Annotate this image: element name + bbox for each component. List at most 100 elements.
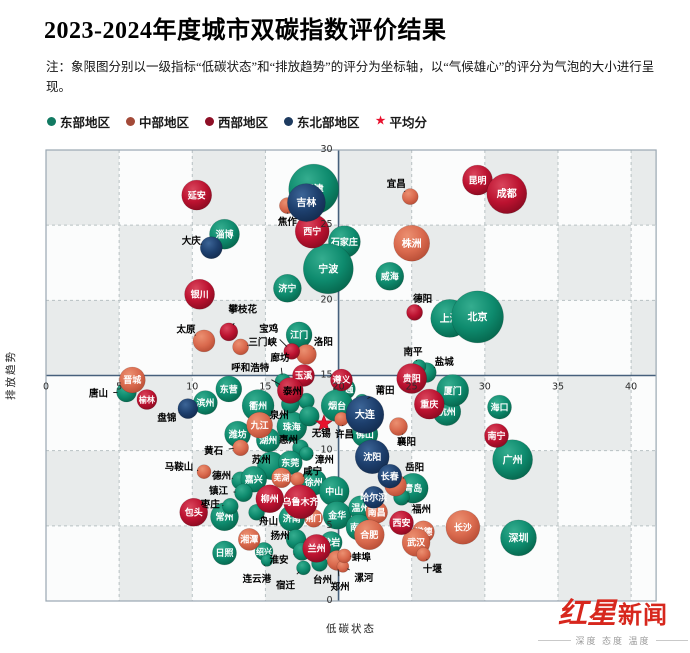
bubble-label-乌鲁木齐: 乌鲁木齐 — [282, 496, 319, 508]
bubble-label-石家庄: 石家庄 — [330, 236, 358, 248]
callout-label-福州: 福州 — [411, 504, 431, 516]
bubble-label-吉林: 吉林 — [296, 196, 317, 209]
bubble-label-嘉兴: 嘉兴 — [244, 474, 263, 486]
callout-label-漳州: 漳州 — [315, 454, 334, 466]
bubble-label-株洲: 株洲 — [402, 237, 422, 250]
bubble-太原 — [192, 329, 216, 353]
bubble-label-深圳: 深圳 — [509, 532, 529, 545]
callout-label-岳阳: 岳阳 — [405, 462, 424, 474]
bubble-label-东莞: 东莞 — [281, 457, 299, 469]
x-tick-20: 20 — [333, 382, 345, 393]
bubble-马鞍山 — [196, 464, 212, 480]
bubble-银川 — [184, 278, 215, 310]
bubble-漳州 — [299, 446, 314, 462]
bubble-威海 — [375, 261, 405, 291]
bubble-label-柳州: 柳州 — [261, 493, 279, 505]
callout-label-泉州: 泉州 — [269, 410, 289, 422]
callout-label-泰州: 泰州 — [282, 386, 302, 398]
callout-label-咸宁: 咸宁 — [302, 466, 323, 478]
bubble-榆林 — [136, 389, 158, 410]
bubble-label-成都: 成都 — [497, 187, 517, 200]
y-tick-25: 25 — [321, 219, 333, 230]
bubble-金华 — [322, 500, 352, 530]
bubble-厦门 — [436, 374, 470, 407]
bubble-label-晋城: 晋城 — [123, 374, 141, 386]
bubble-成都 — [486, 173, 528, 214]
bubble-label-滨州: 滨州 — [196, 397, 214, 409]
x-axis-title: 低碳状态 — [326, 622, 376, 635]
dot-icon — [126, 117, 136, 126]
bubble-宝鸡 — [283, 343, 301, 360]
bubble-三门峡 — [232, 338, 249, 356]
bubble-长春 — [377, 463, 403, 489]
legend-item-east: 东部地区 — [47, 112, 110, 131]
brand-part1: 红星 — [557, 596, 616, 630]
y-tick-30: 30 — [321, 144, 333, 155]
bubble-label-绍兴: 绍兴 — [255, 546, 272, 556]
bubble-label-贵阳: 贵阳 — [403, 373, 421, 385]
bubble-大庆 — [200, 236, 223, 259]
legend-label: 中部地区 — [139, 116, 190, 130]
average-star-icon — [314, 414, 333, 432]
bubble-label-厦门: 厦门 — [444, 385, 462, 397]
callout-label-南平: 南平 — [403, 346, 423, 358]
bubble-株洲 — [393, 224, 431, 262]
chart-note: 注：象限图分别以一级指标“低碳状态”和“排放趋势”的评分为坐标轴，以“气候雄心”… — [46, 60, 655, 94]
bubble-label-遵义: 遵义 — [332, 374, 351, 386]
bubble-日照 — [212, 540, 237, 566]
bubble-label-金华: 金华 — [327, 510, 346, 522]
bubble-label-宁波: 宁波 — [318, 262, 339, 275]
bubble-延安 — [181, 179, 212, 211]
dot-icon — [47, 117, 56, 126]
bubble-包头 — [179, 497, 208, 527]
bubble-重庆 — [413, 388, 445, 420]
y-tick-15: 15 — [321, 370, 333, 381]
bubble-兰州 — [302, 534, 331, 563]
bubble-label-威海: 威海 — [381, 271, 399, 283]
star-icon: ★ — [375, 115, 386, 127]
brand-tagline: 深度 态度 温度 — [538, 634, 689, 647]
bubble-十堰 — [416, 547, 431, 562]
callout-label-盐城: 盐城 — [435, 356, 455, 368]
bubble-九江 — [246, 411, 273, 439]
bubble-label-榆林: 榆林 — [139, 394, 155, 404]
bubble-label-南昌: 南昌 — [368, 507, 386, 519]
bubble-label-沈阳: 沈阳 — [363, 451, 381, 463]
x-tick-25: 25 — [406, 382, 418, 393]
legend-item-northeast: 东北部地区 — [284, 112, 360, 131]
dot-icon — [205, 117, 215, 126]
bubble-label-湘潭: 湘潭 — [240, 534, 258, 546]
legend-item-west: 西部地区 — [205, 112, 268, 131]
page-title: 2023-2024年度城市双碳指数评价结果 — [44, 18, 447, 44]
bubble-大连 — [345, 395, 385, 434]
bubble-label-银川: 银川 — [191, 289, 209, 301]
tagline-rule-right — [655, 640, 689, 641]
bubble-哈尔滨 — [362, 485, 386, 509]
x-tick-10: 10 — [186, 382, 198, 393]
callout-label-扬州: 扬州 — [271, 530, 290, 542]
bubble-label-哈尔滨: 哈尔滨 — [360, 492, 387, 504]
bubble-label-潍坊: 潍坊 — [229, 428, 247, 440]
bubble-label-南宁: 南宁 — [487, 430, 505, 442]
bubble-label-广州: 广州 — [503, 453, 523, 466]
bubble-蚌埠 — [337, 548, 352, 564]
callout-label-廊坊: 廊坊 — [270, 352, 290, 364]
bubble-乌鲁木齐 — [283, 484, 318, 520]
bubble-德阳 — [406, 304, 423, 321]
bubble-label-昆明: 昆明 — [468, 175, 486, 186]
bubble-东营 — [215, 375, 243, 403]
bubble-label-合肥: 合肥 — [360, 529, 378, 541]
bubble-label-日照: 日照 — [215, 548, 233, 559]
legend-item-average: ★ 平均分 — [376, 112, 427, 131]
bubble-广州 — [492, 439, 533, 481]
legend-item-central: 中部地区 — [126, 112, 189, 131]
bubble-宿迁 — [296, 560, 311, 576]
y-tick-5: 5 — [327, 520, 333, 531]
bubble-遵义 — [330, 368, 353, 392]
y-tick-20: 20 — [321, 294, 333, 305]
bubble-吉林 — [287, 183, 326, 222]
bubble-label-芜湖: 芜湖 — [274, 473, 290, 483]
callout-label-大庆: 大庆 — [182, 235, 202, 247]
